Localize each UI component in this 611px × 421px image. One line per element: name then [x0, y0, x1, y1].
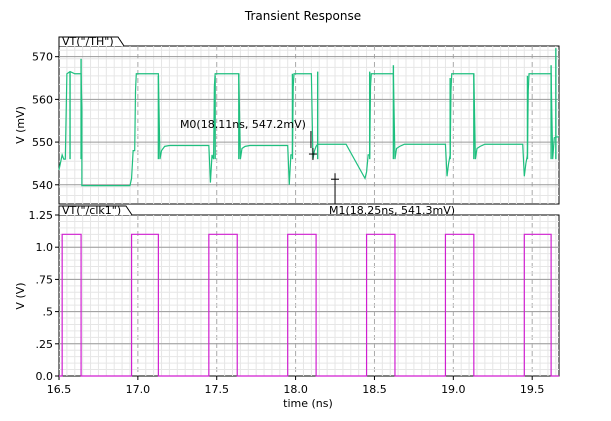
x-axis-label: time (ns): [283, 397, 333, 410]
x-tick-label: 19.0: [441, 383, 466, 396]
y-tick-label: 560: [32, 93, 53, 106]
y-tick-label: 0.0: [36, 370, 54, 383]
y-tick-label: 1.25: [29, 209, 54, 222]
y-tick-label: .75: [36, 273, 54, 286]
marker-label: M0(18.11ns, 547.2mV): [180, 118, 306, 131]
y-tick-label: .5: [43, 306, 54, 319]
x-tick-label: 16.5: [47, 383, 72, 396]
clk-y-ticks: 0.0 .25 .5 .75 1.0 1.25: [29, 209, 60, 383]
clk-legend-tab: VT("/clk1"): [59, 204, 132, 217]
th-legend-label: VT("/TH"): [62, 35, 114, 48]
x-tick-label: 17.0: [126, 383, 151, 396]
x-tick-label: 17.5: [204, 383, 229, 396]
clk-x-ticks: 16.5 17.0 17.5 18.0 18.5 19.0 19.5: [47, 376, 545, 396]
x-tick-label: 18.5: [362, 383, 387, 396]
th-y-axis-label: V (mV): [14, 106, 27, 144]
x-tick-label: 18.0: [283, 383, 308, 396]
th-y-ticks: 540 550 560 570: [32, 51, 59, 192]
y-tick-label: 1.0: [36, 241, 54, 254]
x-tick-label: 19.5: [520, 383, 545, 396]
y-tick-label: 540: [32, 179, 53, 192]
y-tick-label: 570: [32, 51, 53, 64]
clk-y-axis-label: V (V): [14, 282, 27, 309]
y-tick-label: 550: [32, 136, 53, 149]
clk-plot-area[interactable]: [59, 215, 559, 376]
clk-legend-label: VT("/clk1"): [62, 204, 121, 217]
y-tick-label: .25: [36, 338, 54, 351]
th-plot-area[interactable]: [59, 46, 559, 204]
clk-panel: 0.0.25.5.751.01.25 16.5 17.0 17.5 18.0 18.5 1…: [14, 204, 559, 410]
chart-title: Transient Response: [244, 9, 361, 23]
